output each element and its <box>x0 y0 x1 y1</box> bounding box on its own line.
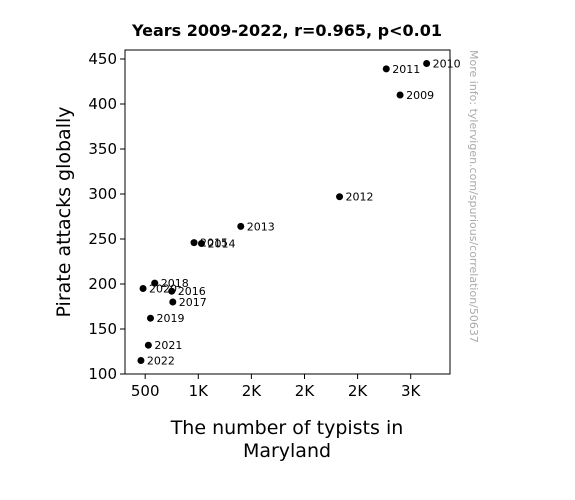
data-point <box>146 314 154 322</box>
data-point-label: 2010 <box>433 58 461 71</box>
data-point <box>168 287 176 295</box>
x-tick-label: 2K <box>242 382 263 400</box>
data-point <box>190 239 198 247</box>
data-point <box>423 60 431 67</box>
data-point <box>169 298 177 306</box>
data-point-label: 2021 <box>154 339 182 352</box>
data-point-label: 2016 <box>178 285 206 298</box>
x-axis-label-line-2: Maryland <box>243 440 331 462</box>
data-point-label: 2017 <box>179 296 207 309</box>
data-point <box>336 193 344 201</box>
data-point-label: 2013 <box>247 220 275 233</box>
data-point <box>382 65 390 73</box>
y-tick-label: 350 <box>88 140 117 158</box>
data-point-label: 2018 <box>161 277 189 290</box>
data-points: 2009201020112012201320142015201620172018… <box>137 58 461 368</box>
y-tick-label: 150 <box>88 320 117 338</box>
x-axis-label-line-1: The number of typists in <box>170 417 404 439</box>
data-point <box>144 341 152 349</box>
y-axis-label: Pirate attacks globally <box>53 107 75 318</box>
data-point-label: 2009 <box>406 89 434 102</box>
data-point-label: 2022 <box>147 355 175 368</box>
data-point-label: 2011 <box>392 63 420 76</box>
data-point <box>139 285 147 292</box>
watermark: More info: tylervigen.com/spurious/corre… <box>467 50 480 343</box>
x-tick-label: 2K <box>348 382 369 400</box>
data-point-label: 2012 <box>346 191 374 204</box>
x-tick-label: 3K <box>401 382 422 400</box>
x-tick-label: 500 <box>131 382 160 400</box>
data-point <box>237 222 245 230</box>
data-point-label: 2020 <box>149 283 177 296</box>
data-point <box>396 91 404 99</box>
data-point-label: 2014 <box>207 238 235 251</box>
plot-area-frame <box>124 49 451 375</box>
data-point <box>137 357 145 364</box>
y-tick-label: 450 <box>88 50 117 68</box>
y-tick-label: 400 <box>88 95 117 113</box>
y-axis-ticks: 100 150 200 250 300 350 400 450 <box>88 50 125 383</box>
data-point-label: 2015 <box>200 237 228 250</box>
y-tick-label: 200 <box>88 275 117 293</box>
x-tick-label: 1K <box>189 382 210 400</box>
data-point <box>197 240 205 247</box>
chart-title: Years 2009-2022, r=0.965, p<0.01 <box>131 21 442 40</box>
y-tick-label: 100 <box>88 365 117 383</box>
y-tick-label: 300 <box>88 185 117 203</box>
x-tick-label: 2K <box>295 382 316 400</box>
data-point-label: 2019 <box>156 312 184 325</box>
x-axis-ticks: 500 1K 2K 2K 2K 3K <box>131 374 422 400</box>
data-point <box>151 279 159 287</box>
y-tick-label: 250 <box>88 230 117 248</box>
